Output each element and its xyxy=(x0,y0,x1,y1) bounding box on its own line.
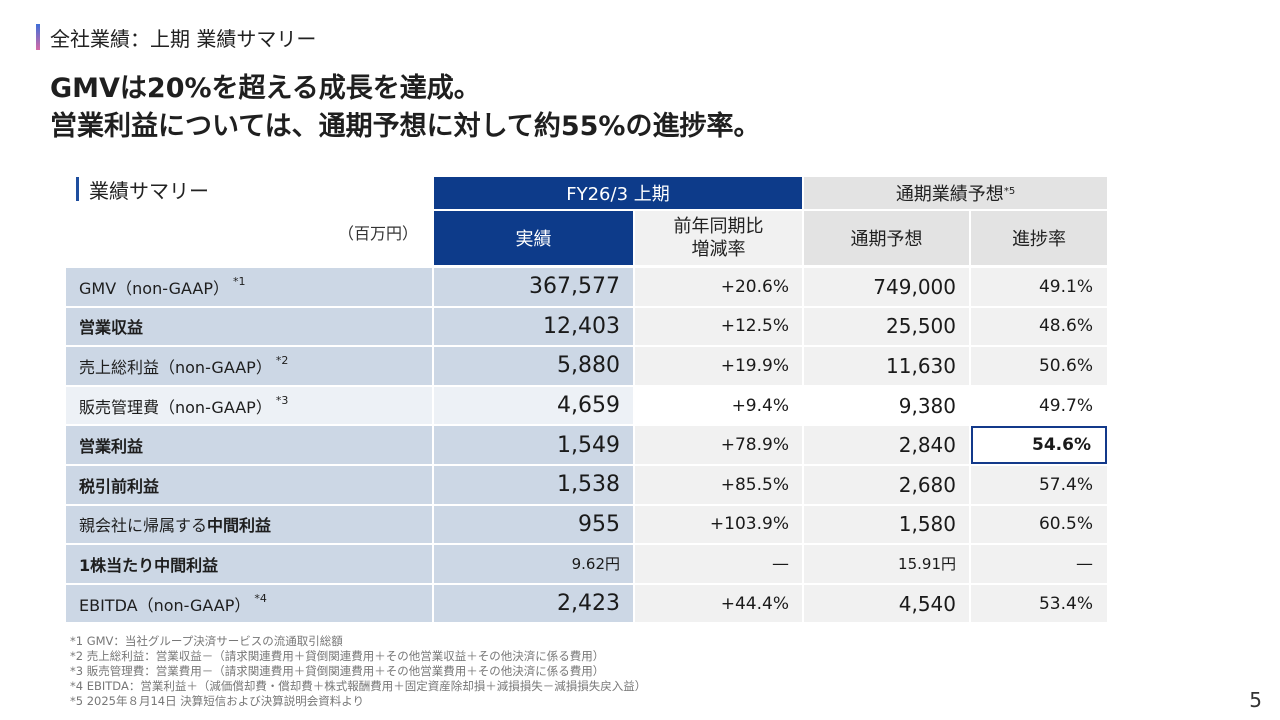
page-number: 5 xyxy=(1249,688,1262,712)
row-progress: 50.6% xyxy=(971,347,1107,385)
row-forecast: 9,380 xyxy=(804,386,969,425)
header-forecast-text: 通期業績予想 xyxy=(895,184,1004,205)
section-accent-bar xyxy=(36,24,40,50)
row-yoy: +20.6% xyxy=(635,268,802,306)
row-label-text: 中間利益 xyxy=(207,516,272,536)
section-header: 全社業績：上期 業績サマリー xyxy=(36,24,317,51)
row-actual: 9.62円 xyxy=(434,545,633,583)
row-yoy: +78.9% xyxy=(635,426,802,464)
footnote-1: *1 GMV：当社グループ決済サービスの流通取引総額 xyxy=(70,634,343,648)
row-actual: 1,549 xyxy=(434,426,633,464)
col-header-yoy: 前年同期比 増減率 xyxy=(635,211,802,265)
row-actual: 955 xyxy=(434,505,633,544)
row-actual: 2,423 xyxy=(434,584,633,623)
row-actual: 367,577 xyxy=(434,268,633,306)
row-progress: 48.6% xyxy=(971,307,1107,346)
row-label-text: EBITDA（non-GAAP） xyxy=(79,595,251,615)
row-note: *4 xyxy=(254,592,267,606)
footnotes: *1 GMV：当社グループ決済サービスの流通取引総額 *2 売上総利益：営業収益… xyxy=(70,634,646,709)
section-title: 全社業績：上期 業績サマリー xyxy=(50,26,317,51)
row-label-text: 税引前利益 xyxy=(79,476,160,496)
row-forecast: 2,680 xyxy=(804,465,969,504)
row-label-text: 営業収益 xyxy=(79,318,144,338)
footnote-5: *5 2025年８月14日 決算短信および決算説明会資料より xyxy=(70,694,365,708)
row-progress-highlighted: 54.6% xyxy=(971,426,1107,464)
row-label: EBITDA（non-GAAP） *4 xyxy=(66,584,432,623)
footnote-3: *3 販売管理費：営業費用－（請求関連費用＋貸倒関連費用＋その他営業費用＋その他… xyxy=(70,664,605,678)
unit-label: （百万円） xyxy=(337,224,418,243)
row-yoy: — xyxy=(635,545,802,583)
col-header-yoy-line1: 前年同期比 xyxy=(673,216,764,237)
row-label: 税引前利益 xyxy=(66,465,432,504)
row-label-text: 売上総利益（non-GAAP） xyxy=(79,357,272,377)
table-title-text: 業績サマリー xyxy=(89,178,209,203)
row-label-text: 販売管理費（non-GAAP） xyxy=(79,397,272,417)
row-actual: 12,403 xyxy=(434,307,633,346)
row-progress: 53.4% xyxy=(971,584,1107,623)
table-title-bar xyxy=(76,177,79,201)
row-note: *2 xyxy=(275,354,289,368)
row-forecast: 11,630 xyxy=(804,347,969,385)
row-note: *1 xyxy=(232,275,246,289)
row-forecast: 4,540 xyxy=(804,584,969,623)
row-label-text: GMV（non-GAAP） xyxy=(79,278,229,298)
footnote-4: *4 EBITDA：営業利益＋（減価償却費・償却費＋株式報酬費用＋固定資産除却損… xyxy=(70,679,647,693)
row-progress: 57.4% xyxy=(971,465,1107,504)
row-label-text: 1株当たり中間利益 xyxy=(79,555,219,575)
row-label: 営業利益 xyxy=(66,426,432,464)
row-label-prefix: 親会社に帰属する xyxy=(79,516,208,536)
row-forecast: 1,580 xyxy=(804,505,969,544)
row-forecast: 749,000 xyxy=(804,268,969,306)
row-forecast: 15.91円 xyxy=(804,545,969,583)
col-header-forecast: 通期予想 xyxy=(804,211,969,265)
row-yoy: +44.4% xyxy=(635,584,802,623)
headline-line-1: GMVは20%を超える成長を達成。 xyxy=(50,73,481,104)
row-label: 営業収益 xyxy=(66,307,432,346)
row-yoy: +103.9% xyxy=(635,505,802,544)
col-header-yoy-line2: 増減率 xyxy=(691,239,746,260)
row-actual: 1,538 xyxy=(434,465,633,504)
row-progress: 60.5% xyxy=(971,505,1107,544)
row-yoy: +9.4% xyxy=(635,386,802,425)
col-header-actual: 実績 xyxy=(434,211,633,265)
header-full-year-forecast: 通期業績予想 *5 xyxy=(804,177,1107,209)
headline: GMVは20%を超える成長を達成。 営業利益については、通期予想に対して約55%… xyxy=(50,70,760,146)
row-actual: 4,659 xyxy=(434,386,633,425)
col-header-progress: 進捗率 xyxy=(971,211,1107,265)
row-label: GMV（non-GAAP） *1 xyxy=(66,268,432,306)
row-progress: 49.7% xyxy=(971,386,1107,425)
headline-line-2: 営業利益については、通期予想に対して約55%の進捗率。 xyxy=(50,111,761,142)
row-label-text: 営業利益 xyxy=(79,437,144,457)
row-yoy: +85.5% xyxy=(635,465,802,504)
row-label: 販売管理費（non-GAAP） *3 xyxy=(66,386,432,425)
row-yoy: +19.9% xyxy=(635,347,802,385)
row-forecast: 25,500 xyxy=(804,307,969,346)
row-note: *3 xyxy=(275,394,289,408)
footnote-2: *2 売上総利益：営業収益－（請求関連費用＋貸倒関連費用＋その他営業収益＋その他… xyxy=(70,649,605,663)
header-forecast-note: *5 xyxy=(1003,185,1016,197)
row-actual: 5,880 xyxy=(434,347,633,385)
row-label: 親会社に帰属する 中間利益 xyxy=(66,505,432,544)
row-progress: 49.1% xyxy=(971,268,1107,306)
row-yoy: +12.5% xyxy=(635,307,802,346)
row-forecast: 2,840 xyxy=(804,426,969,464)
row-progress: — xyxy=(971,545,1107,583)
header-fy-period: FY26/3 上期 xyxy=(434,177,802,209)
table-title: 業績サマリー xyxy=(76,176,209,203)
row-label: 1株当たり中間利益 xyxy=(66,545,432,583)
row-label: 売上総利益（non-GAAP） *2 xyxy=(66,347,432,385)
